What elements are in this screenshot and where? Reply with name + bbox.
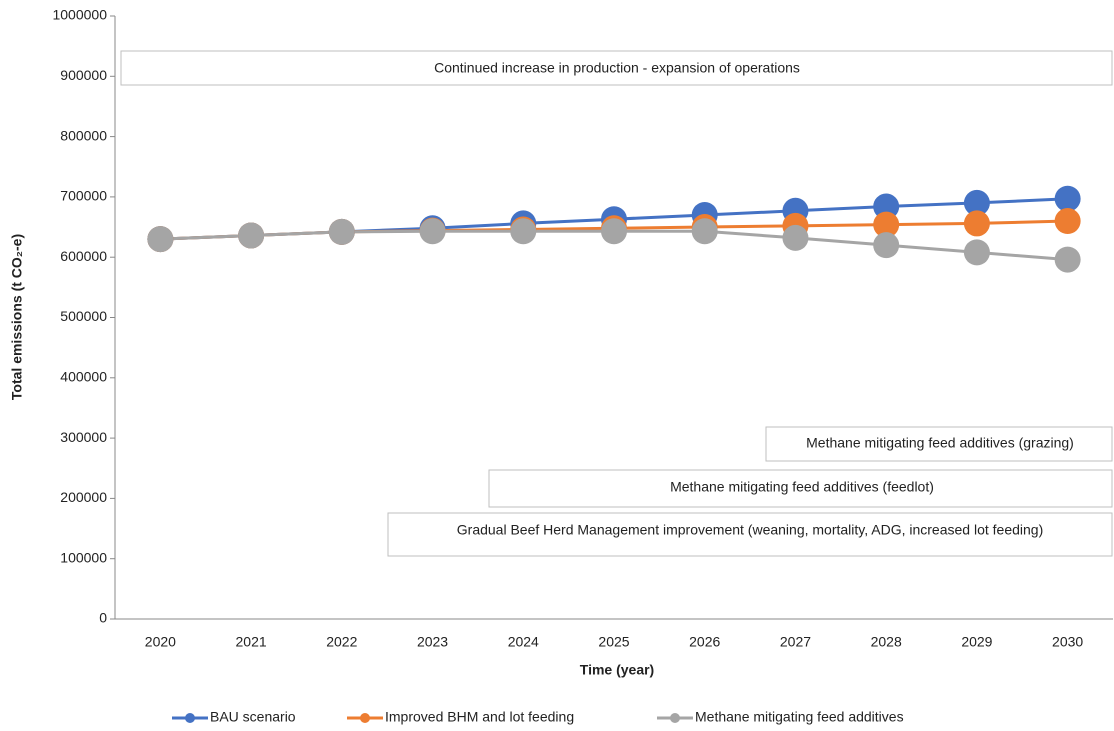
data-point (510, 218, 537, 245)
data-point (1054, 246, 1081, 273)
y-tick-label: 800000 (60, 127, 107, 143)
data-point (782, 224, 809, 251)
y-tick-label: 900000 (60, 67, 107, 83)
data-point (601, 218, 627, 245)
x-axis-label: Time (year) (580, 662, 654, 678)
data-point (1054, 208, 1081, 235)
data-point (963, 189, 990, 216)
x-tick-label: 2021 (236, 634, 267, 650)
y-tick-label: 200000 (60, 489, 107, 505)
data-point (691, 218, 718, 245)
annotation-box (120, 50, 1113, 86)
y-tick-label: 100000 (60, 549, 107, 565)
annotation: Methane mitigating feed additives (grazi… (806, 435, 1074, 451)
y-axis-label: Total emissions (t CO₂-e) (9, 234, 25, 400)
data-point (328, 218, 355, 245)
y-tick-label: 400000 (60, 369, 107, 385)
data-point (873, 193, 900, 220)
x-tick-label: 2030 (1052, 634, 1083, 650)
data-point (873, 211, 900, 238)
data-point (1054, 185, 1081, 212)
x-tick-label: 2025 (598, 634, 629, 650)
x-tick-label: 2024 (508, 634, 539, 650)
x-tick-label: 2028 (871, 634, 902, 650)
legend-marker (360, 713, 370, 723)
data-point (963, 210, 990, 237)
annotation-box (488, 469, 1113, 508)
x-tick-label: 2023 (417, 634, 448, 650)
legend-label: Improved BHM and lot feeding (385, 709, 574, 725)
annotation-box (765, 426, 1113, 462)
data-point (238, 222, 265, 249)
legend-marker (670, 713, 680, 723)
data-point (963, 239, 990, 266)
annotation: Methane mitigating feed additives (feedl… (670, 479, 934, 495)
y-tick-label: 500000 (60, 308, 107, 324)
x-tick-label: 2026 (689, 634, 720, 650)
y-tick-label: 600000 (60, 248, 107, 264)
y-tick-label: 1000000 (52, 7, 107, 23)
legend-marker (185, 713, 195, 723)
annotation: Continued increase in production - expan… (434, 60, 800, 76)
legend-label: BAU scenario (210, 709, 296, 725)
x-tick-label: 2029 (961, 634, 992, 650)
data-point (147, 226, 174, 253)
x-tick-label: 2020 (145, 634, 176, 650)
annotation: Gradual Beef Herd Management improvement… (457, 522, 1043, 538)
legend-label: Methane mitigating feed additives (695, 709, 904, 725)
y-tick-label: 700000 (60, 188, 107, 204)
x-tick-label: 2022 (326, 634, 357, 650)
y-tick-label: 0 (99, 610, 107, 626)
data-point (873, 232, 900, 259)
x-tick-label: 2027 (780, 634, 811, 650)
annotation-box (387, 512, 1113, 557)
data-point (419, 218, 446, 245)
y-tick-label: 300000 (60, 429, 107, 445)
